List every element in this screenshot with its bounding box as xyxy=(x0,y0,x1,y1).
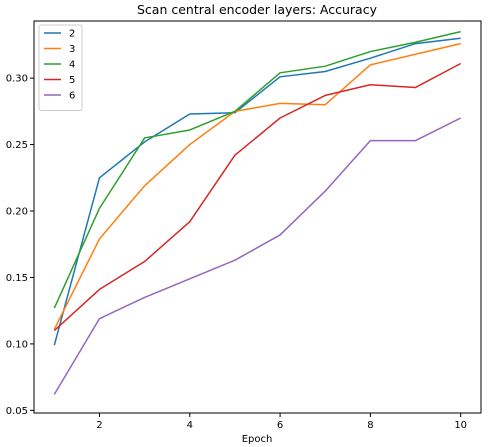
chart-title: Scan central encoder layers: Accuracy xyxy=(137,2,378,17)
series-line-3 xyxy=(53,42,461,330)
x-tick-label: 8 xyxy=(367,420,373,431)
y-tick-label: 0.30 xyxy=(6,74,28,85)
y-tick-label: 0.20 xyxy=(6,207,28,218)
y-tick-label: 0.25 xyxy=(6,140,28,151)
legend-label-5: 5 xyxy=(69,75,75,86)
y-tick-label: 0.15 xyxy=(6,273,28,284)
x-axis-label: Epoch xyxy=(242,434,273,445)
legend-label-4: 4 xyxy=(69,60,75,71)
series-line-6 xyxy=(53,117,462,395)
legend-label-2: 2 xyxy=(69,29,75,40)
x-tick-label: 2 xyxy=(96,420,102,431)
series-line-2 xyxy=(53,37,461,346)
x-tick-label: 4 xyxy=(187,420,193,431)
axis-ticks: 2 4 6 8 10 0.05 0.10 0.15 0.20 0.25 0.30 xyxy=(6,74,467,431)
y-tick-label: 0.05 xyxy=(6,406,28,417)
legend-label-3: 3 xyxy=(69,44,75,55)
y-tick-label: 0.10 xyxy=(6,339,28,350)
x-tick-label: 6 xyxy=(277,420,283,431)
series-lines xyxy=(53,30,462,395)
series-line-4 xyxy=(53,30,461,309)
legend-label-6: 6 xyxy=(69,91,75,102)
x-tick-label: 10 xyxy=(454,420,467,431)
plot-area-frame xyxy=(33,20,482,414)
legend: 2 3 4 5 6 xyxy=(38,24,83,111)
legend-box xyxy=(38,24,83,111)
series-line-5 xyxy=(53,62,462,332)
